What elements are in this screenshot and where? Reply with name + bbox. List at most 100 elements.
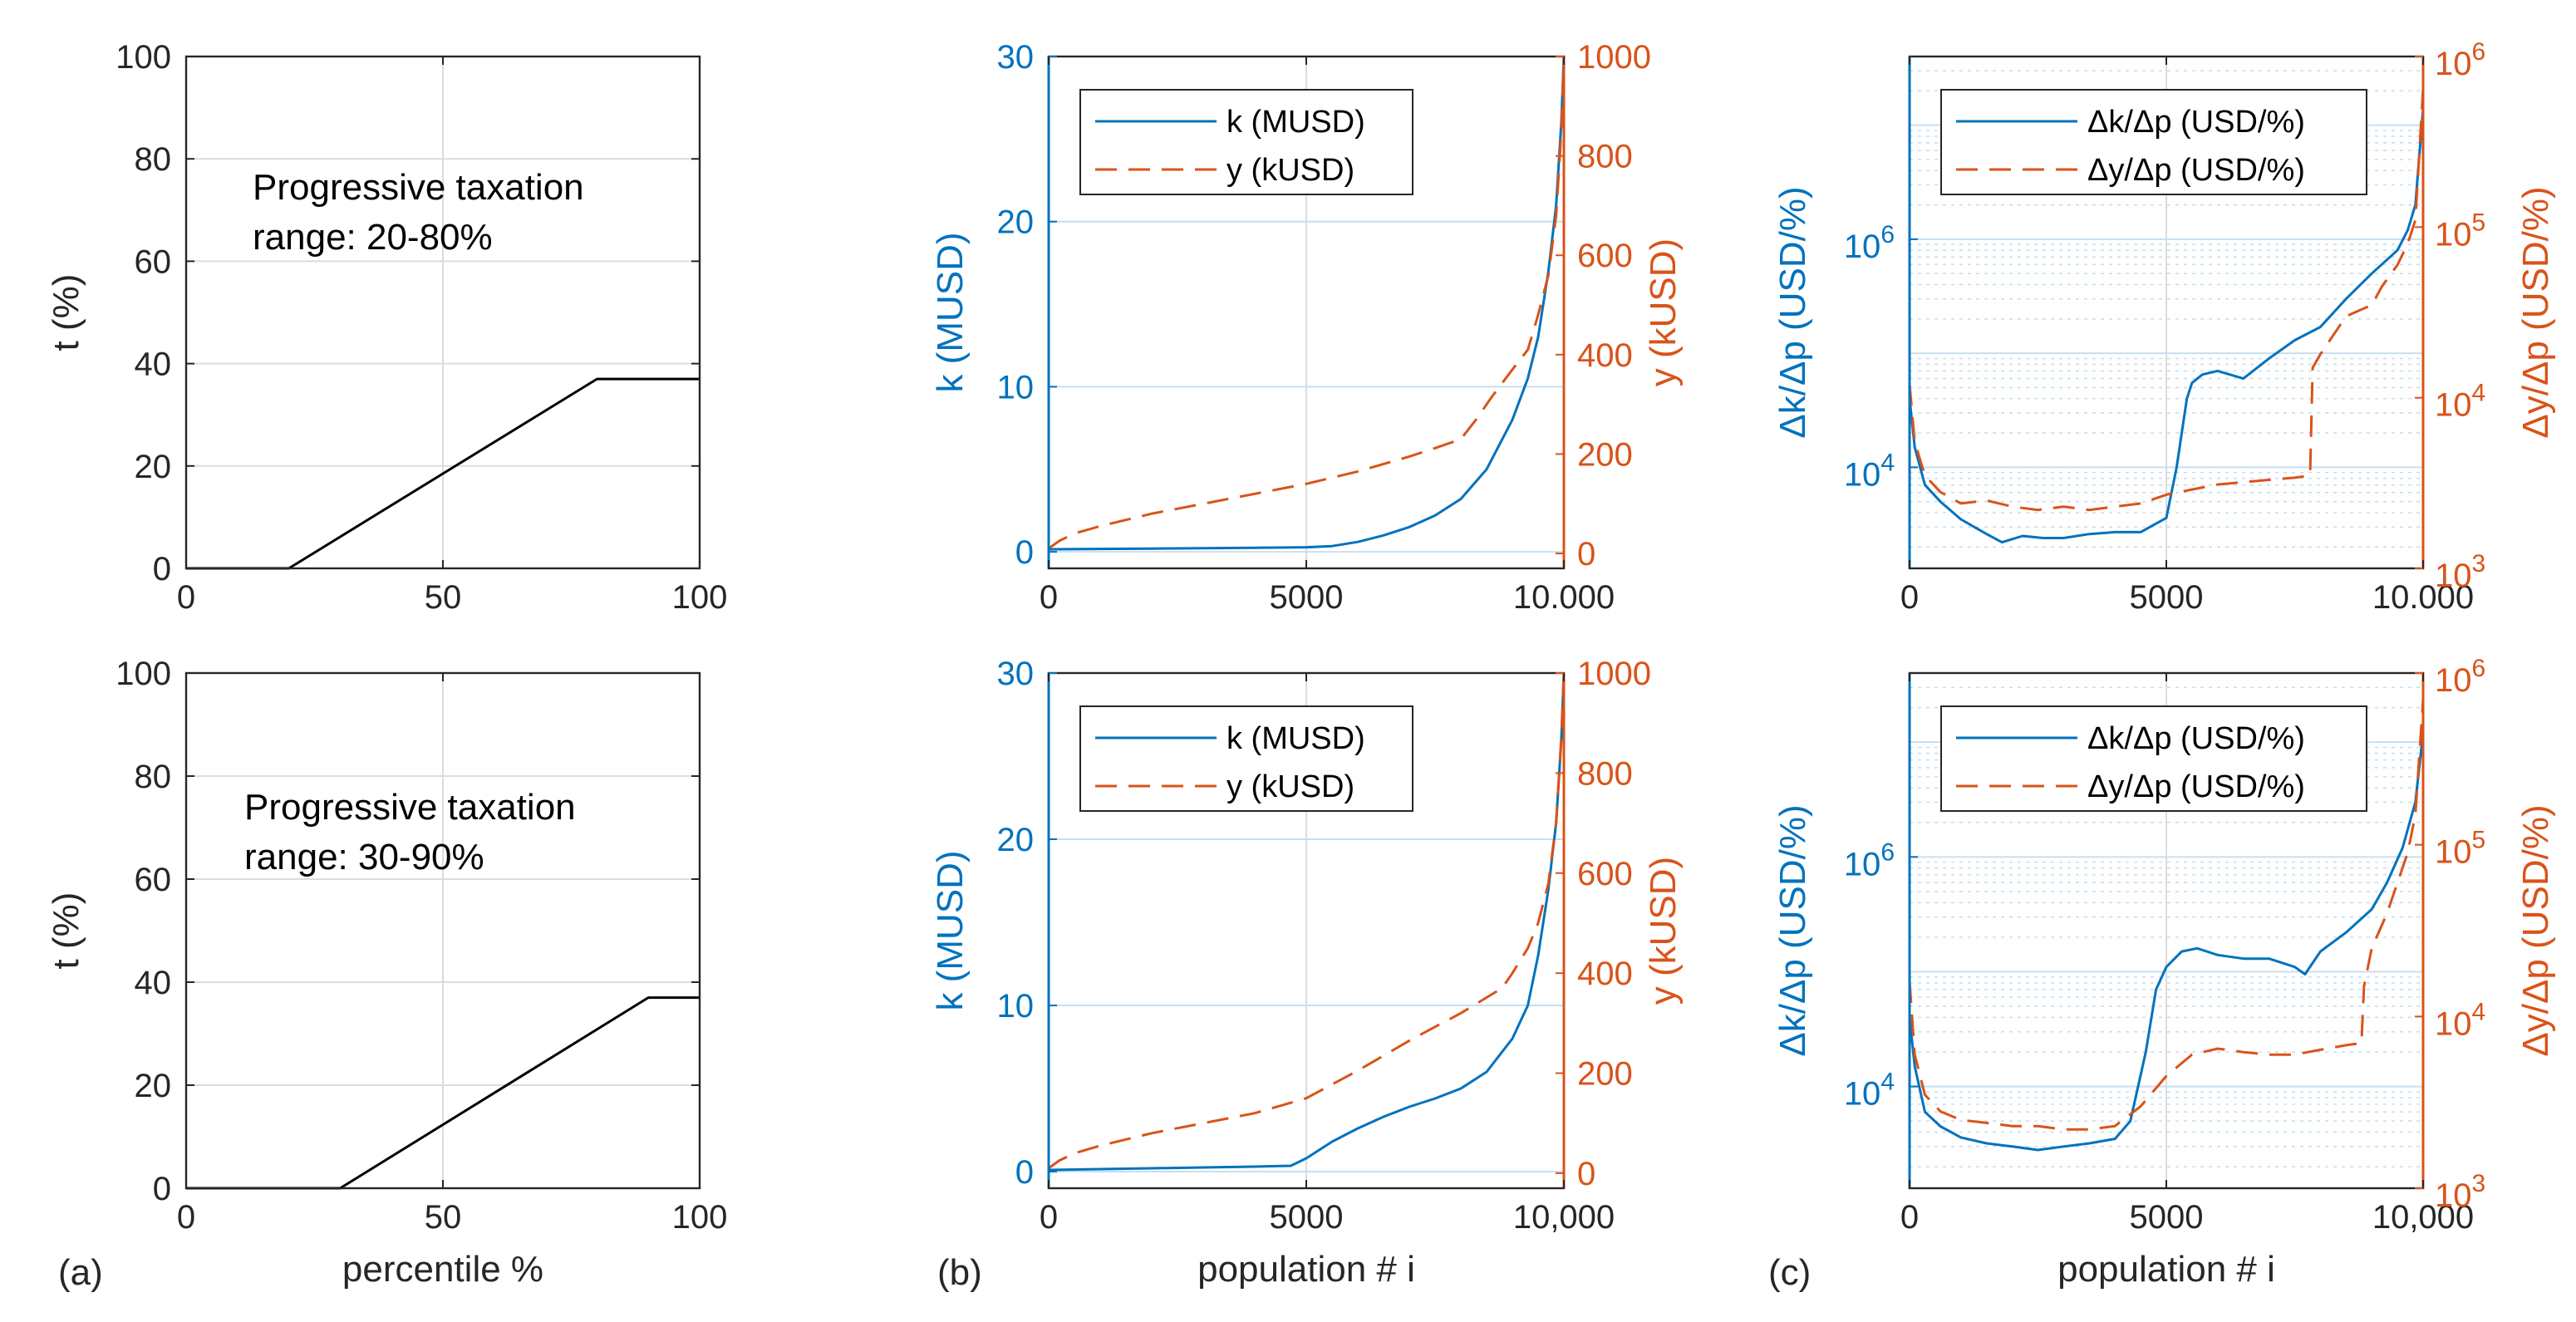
legend-box xyxy=(1940,89,2367,195)
y-axis-label: t (%) xyxy=(46,274,86,351)
y-tick-label: 104 xyxy=(1844,1069,1895,1113)
y-tick-label: 30 xyxy=(997,39,1035,76)
x-tick-label: 0 xyxy=(177,1199,195,1236)
legend-box xyxy=(1079,705,1413,812)
y2-tick-label: 106 xyxy=(2435,38,2485,82)
legend: k (MUSD) y (kUSD) xyxy=(1079,89,1413,195)
y-tick-label: 100 xyxy=(116,39,171,76)
y2-tick-label: 105 xyxy=(2435,209,2485,253)
x-tick-label: 5000 xyxy=(2130,579,2204,616)
y2-tick-label: 600 xyxy=(1577,238,1633,274)
legend-label: y (kUSD) xyxy=(1227,769,1354,804)
x-tick-label: 0 xyxy=(1040,1199,1058,1236)
x-tick-label: 50 xyxy=(425,1199,462,1236)
series-line-y xyxy=(1048,672,1566,1170)
y-tick-label: 106 xyxy=(1844,221,1895,265)
x-tick-label: 10,000 xyxy=(1513,1199,1615,1236)
legend: k (MUSD) y (kUSD) xyxy=(1079,705,1413,812)
panel-label-b: (b) xyxy=(937,1252,982,1293)
legend: Δk/Δp (USD/%) Δy/Δp (USD/%) xyxy=(1940,89,2367,195)
panel-c-bottom: 0 5000 10,000 104 106 103 104 105 106 Δk/Δp (USD/… xyxy=(1772,655,2556,1290)
x-tick-label: 0 xyxy=(1900,579,1919,616)
x-tick-label: 5000 xyxy=(1270,1199,1344,1236)
y-axis-label: Δk/Δp (USD/%) xyxy=(1772,804,1813,1056)
legend-label: Δk/Δp (USD/%) xyxy=(2087,721,2305,756)
y2-tick-label: 200 xyxy=(1577,436,1633,473)
x-tick-label: 50 xyxy=(425,579,462,616)
x-axis-label: population # i xyxy=(2057,1249,2275,1290)
series-line-k xyxy=(1048,672,1566,1172)
legend-label: y (kUSD) xyxy=(1227,153,1354,188)
annotation-line-2: range: 30-90% xyxy=(244,837,484,877)
legend: Δk/Δp (USD/%) Δy/Δp (USD/%) xyxy=(1940,705,2367,812)
y-tick-label: 60 xyxy=(135,862,172,898)
annotation-line-2: range: 20-80% xyxy=(253,217,493,258)
y2-tick-label: 1000 xyxy=(1577,39,1651,76)
y2-axis-label: Δy/Δp (USD/%) xyxy=(2515,804,2556,1056)
y-tick-label: 80 xyxy=(135,141,172,178)
legend-label: Δy/Δp (USD/%) xyxy=(2087,769,2305,804)
y2-tick-label: 200 xyxy=(1577,1056,1633,1093)
x-tick-label: 10.000 xyxy=(2372,579,2474,616)
panel-label-c: (c) xyxy=(1768,1252,1811,1293)
y-tick-label: 10 xyxy=(997,988,1035,1025)
y-axis-label: t (%) xyxy=(46,892,86,970)
y-tick-label: 106 xyxy=(1844,838,1895,882)
legend-label: k (MUSD) xyxy=(1227,105,1365,140)
x-tick-label: 0 xyxy=(1040,579,1058,616)
panel-c-top: 0 5000 10.000 104 106 103 104 105 106 Δk/Δp (USD/… xyxy=(1772,38,2556,616)
legend-label: k (MUSD) xyxy=(1227,721,1365,756)
panel-a-bottom: 0 50 100 0 20 40 60 80 100 t (%) percentile % Progr… xyxy=(46,656,727,1290)
y-tick-label: 100 xyxy=(116,656,171,692)
legend-label: Δk/Δp (USD/%) xyxy=(2087,105,2305,140)
series-line-k xyxy=(1908,108,2425,544)
y2-axis-label: y (kUSD) xyxy=(1643,238,1684,386)
y2-axis-label: y (kUSD) xyxy=(1643,857,1684,1005)
series-line-k xyxy=(1908,733,2425,1152)
legend-box xyxy=(1079,89,1413,195)
x-tick-label: 5000 xyxy=(1270,579,1344,616)
y-tick-label: 40 xyxy=(135,965,172,1001)
y-tick-label: 0 xyxy=(153,551,171,587)
y2-tick-label: 104 xyxy=(2435,380,2485,424)
x-tick-label: 10.000 xyxy=(1513,579,1615,616)
y-tick-label: 40 xyxy=(135,346,172,383)
y-tick-label: 60 xyxy=(135,243,172,280)
y2-tick-label: 0 xyxy=(1577,536,1595,573)
y2-tick-label: 800 xyxy=(1577,755,1633,792)
y2-tick-label: 400 xyxy=(1577,337,1633,374)
y-tick-label: 20 xyxy=(997,822,1035,858)
x-tick-label: 0 xyxy=(1900,1199,1919,1236)
y-tick-label: 10 xyxy=(997,369,1035,405)
x-tick-label: 10,000 xyxy=(2372,1199,2474,1236)
y-axis-label: k (MUSD) xyxy=(930,232,971,392)
y2-axis-label: Δy/Δp (USD/%) xyxy=(2515,186,2556,438)
y2-tick-label: 104 xyxy=(2435,998,2485,1042)
panel-labels: (a) (b) (c) xyxy=(58,1252,1811,1293)
x-axis-label: percentile % xyxy=(342,1249,543,1290)
y2-tick-label: 800 xyxy=(1577,139,1633,175)
y-tick-label: 104 xyxy=(1844,449,1895,493)
annotation-line-1: Progressive taxation xyxy=(253,167,584,208)
panel-b-bottom: 0 5000 10,000 0 10 20 30 0 200 400 600 800 1000 k (MU… xyxy=(930,656,1684,1290)
x-tick-label: 5000 xyxy=(2130,1199,2204,1236)
x-axis-label: population # i xyxy=(1197,1249,1415,1290)
y-tick-label: 20 xyxy=(997,204,1035,241)
y2-tick-label: 103 xyxy=(2435,550,2485,594)
series-line-y xyxy=(1908,699,2425,1131)
y-tick-label: 30 xyxy=(997,656,1035,692)
y-tick-label: 80 xyxy=(135,759,172,795)
x-tick-label: 100 xyxy=(672,579,728,616)
legend-box xyxy=(1940,705,2367,812)
panel-a-top: 0 50 100 0 20 40 60 80 100 t (%) Progressive taxat… xyxy=(46,39,727,616)
y-tick-label: 20 xyxy=(135,449,172,485)
y2-tick-label: 103 xyxy=(2435,1170,2485,1214)
legend-label: Δy/Δp (USD/%) xyxy=(2087,153,2305,188)
panel-b-top: 0 5000 10.000 0 10 20 30 0 200 400 600 800 1000 k (MU… xyxy=(930,39,1684,616)
series-line-y xyxy=(1908,88,2425,512)
x-tick-label: 0 xyxy=(177,579,195,616)
y-tick-label: 0 xyxy=(1015,1154,1034,1191)
y-tick-label: 0 xyxy=(153,1171,171,1207)
y2-tick-label: 400 xyxy=(1577,956,1633,992)
